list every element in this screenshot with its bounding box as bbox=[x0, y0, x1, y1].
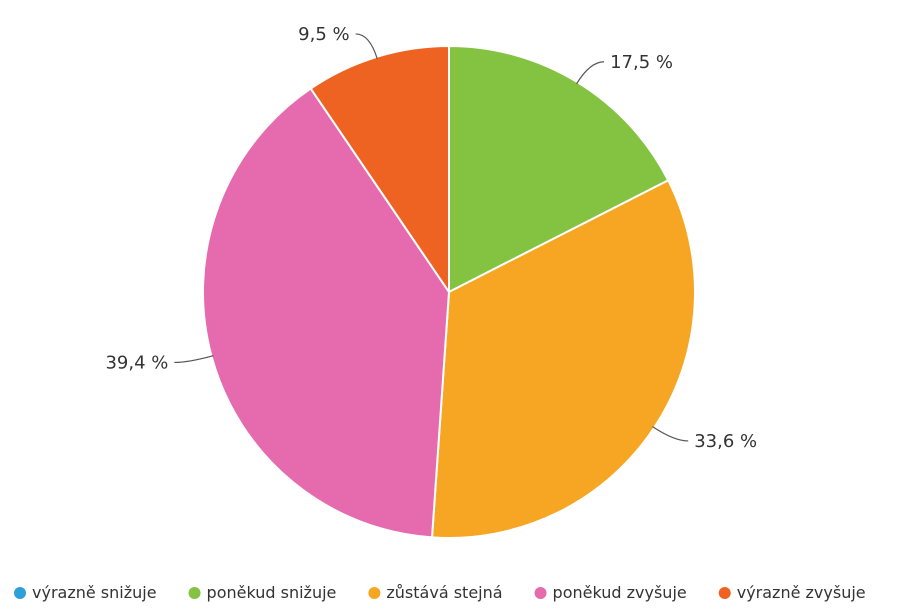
legend-label: výrazně snižuje bbox=[32, 583, 157, 602]
legend-label: zůstává stejná bbox=[386, 583, 502, 602]
data-label-ponekud-snizuje: 17,5 % bbox=[610, 52, 673, 73]
legend-label: poněkud snižuje bbox=[207, 583, 337, 602]
data-label-vyrazne-zvysuje: 9,5 % bbox=[298, 24, 349, 45]
legend-label: výrazně zvyšuje bbox=[737, 583, 866, 602]
legend-item-zustava-stejna[interactable]: zůstává stejná bbox=[368, 583, 503, 602]
legend-marker bbox=[14, 587, 26, 599]
legend: výrazně snižuje poněkud snižuje zůstává st… bbox=[14, 583, 866, 602]
leader-line-zustava-stejna bbox=[652, 426, 689, 442]
legend-item-vyrazne-zvysuje[interactable]: výrazně zvyšuje bbox=[718, 583, 866, 602]
pie-slices bbox=[202, 44, 696, 539]
data-labels: 17,5 % 33,6 % 39,4 % 9,5 % bbox=[105, 24, 757, 452]
legend-label: poněkud zvyšuje bbox=[553, 583, 687, 602]
leader-line-ponekud-zvysuje bbox=[174, 355, 214, 364]
legend-marker bbox=[188, 587, 201, 599]
legend-item-vyrazne-snizuje[interactable]: výrazně snižuje bbox=[14, 583, 157, 602]
legend-marker bbox=[534, 587, 547, 599]
legend-item-ponekud-zvysuje[interactable]: poněkud zvyšuje bbox=[534, 583, 687, 602]
legend-item-ponekud-snizuje[interactable]: poněkud snižuje bbox=[188, 583, 337, 602]
leader-line-ponekud-snizuje bbox=[575, 61, 605, 85]
data-label-zustava-stejna: 33,6 % bbox=[694, 431, 757, 452]
leader-line-vyrazne-zvysuje bbox=[355, 33, 378, 59]
data-label-ponekud-zvysuje: 39,4 % bbox=[105, 352, 168, 373]
legend-marker bbox=[368, 587, 381, 599]
legend-marker bbox=[718, 587, 731, 599]
